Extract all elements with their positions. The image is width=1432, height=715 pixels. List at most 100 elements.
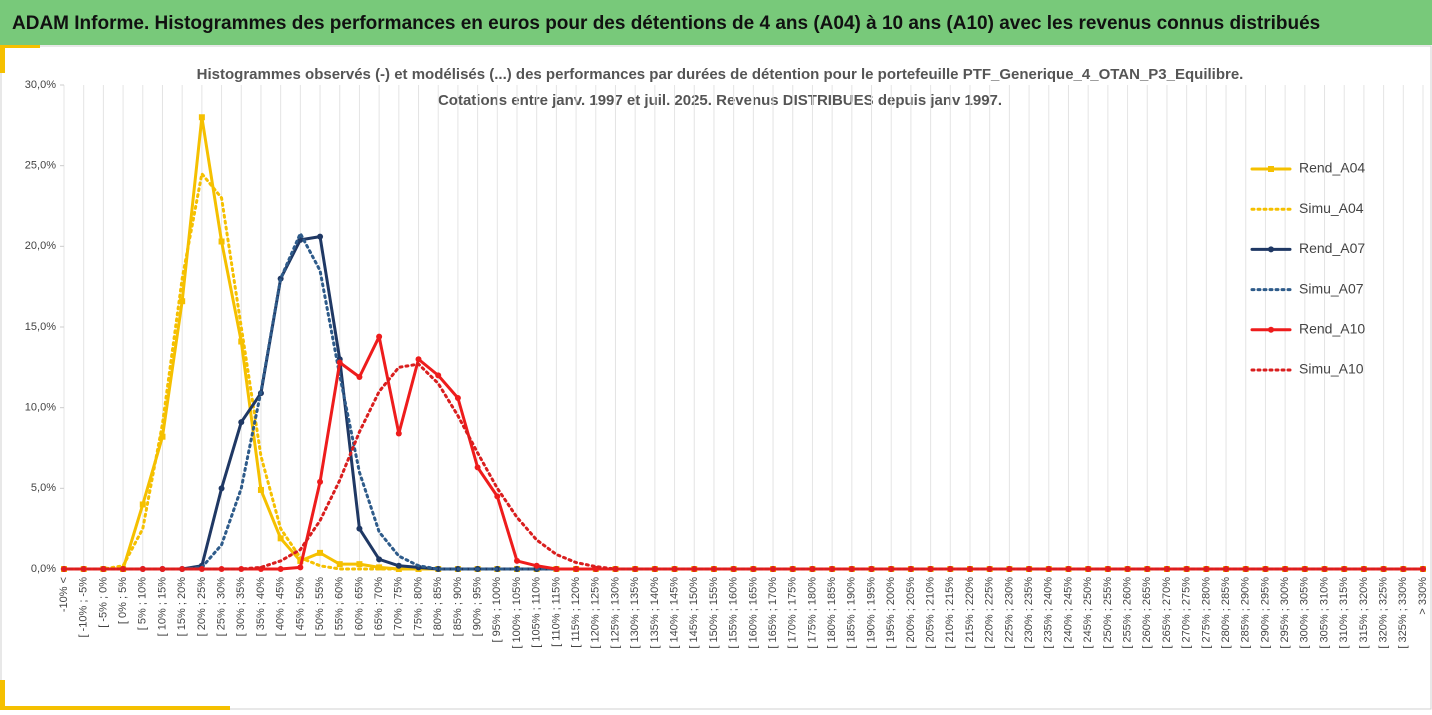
marker [730, 566, 737, 572]
chart-frame [0, 45, 1432, 710]
marker [1223, 566, 1230, 572]
marker [356, 374, 363, 381]
x-tick-label: [ 150% ; 155% [708, 577, 720, 649]
x-tick-label: [ 220% ; 225% [984, 577, 996, 649]
marker [356, 561, 363, 568]
chart-title: Histogrammes observés (-) et modélisés (… [197, 66, 1244, 83]
marker [336, 561, 343, 568]
x-tick-label: [ 85% ; 90% [452, 577, 464, 637]
x-tick-label: [ 265% ; 270% [1161, 577, 1173, 649]
x-tick-label: [ 240% ; 245% [1062, 577, 1074, 649]
marker [238, 419, 245, 426]
marker [435, 372, 442, 379]
x-tick-label: [ 115% ; 120% [570, 577, 582, 648]
x-tick-label: [ 35% ; 40% [255, 577, 267, 637]
x-tick-label: [ -10% ; -5% [78, 577, 90, 638]
x-tick-label: [ 285% ; 290% [1240, 577, 1252, 649]
marker [277, 535, 284, 542]
x-tick-label: [ 295% ; 300% [1279, 577, 1291, 649]
x-tick-label: [ 260% ; 265% [1141, 577, 1153, 649]
x-tick-label: [ 30% ; 35% [235, 577, 247, 637]
x-tick-label: [ 10% ; 15% [156, 577, 168, 637]
x-tick-label: [ 15% ; 20% [176, 577, 188, 637]
x-tick-label: [ 0% ; 5% [117, 577, 129, 624]
marker [317, 549, 324, 556]
y-tick-label: 5,0% [31, 482, 56, 494]
x-tick-label: [ 230% ; 235% [1023, 577, 1035, 649]
y-tick-label: 0,0% [31, 563, 56, 575]
marker [218, 485, 225, 492]
marker [376, 556, 383, 563]
marker [376, 564, 383, 571]
legend-label: Simu_A04 [1299, 200, 1364, 216]
header-bar [0, 0, 1432, 45]
marker [395, 430, 402, 437]
x-tick-label: [ 25% ; 30% [215, 577, 227, 637]
x-tick-label: [ 90% ; 95% [472, 577, 484, 637]
x-tick-label: [ 105% ; 110% [531, 577, 543, 648]
marker [159, 433, 166, 440]
marker [179, 298, 186, 305]
x-tick-label: [ 190% ; 195% [865, 577, 877, 649]
marker [1360, 566, 1367, 572]
x-tick-label: [ 145% ; 150% [688, 577, 700, 649]
series-line [62, 231, 1425, 571]
x-tick-label: [ 120% ; 125% [590, 577, 602, 649]
x-tick-label: [ 110% ; 115% [550, 577, 562, 647]
marker [395, 562, 402, 569]
x-tick-label: [ 310% ; 315% [1338, 577, 1350, 649]
x-tick-label: [ 165% ; 170% [767, 577, 779, 649]
marker [514, 557, 520, 564]
x-tick-label: [ 210% ; 215% [944, 577, 956, 649]
marker [533, 562, 540, 569]
x-tick-label: [ 75% ; 80% [412, 577, 424, 637]
marker [198, 114, 205, 121]
marker [297, 564, 304, 571]
marker [494, 493, 501, 500]
x-tick-label: [ 155% ; 160% [728, 577, 740, 649]
x-tick-label: [ 50% ; 55% [314, 577, 326, 637]
x-tick-label: [ 205% ; 210% [925, 577, 937, 649]
x-tick-label: [ 55% ; 60% [334, 577, 346, 637]
legend-label: Rend_A07 [1299, 240, 1365, 256]
x-tick-label: [ 275% ; 280% [1200, 577, 1212, 649]
accent [0, 45, 5, 73]
series-line [62, 235, 1425, 571]
x-tick-label: [ 185% ; 190% [846, 577, 858, 649]
x-tick-label: [ 65% ; 70% [373, 577, 385, 637]
x-tick-label: [ 325% ; 330% [1397, 577, 1409, 649]
x-tick-label: [ 280% ; 285% [1220, 577, 1232, 649]
x-tick-label: [ 320% ; 325% [1378, 577, 1390, 649]
x-tick-label: [ 305% ; 310% [1318, 577, 1330, 649]
x-tick-label: [ 250% ; 255% [1102, 577, 1114, 649]
marker [1085, 566, 1092, 572]
legend-label: Simu_A10 [1299, 361, 1364, 377]
marker [809, 566, 816, 572]
marker [317, 233, 324, 240]
marker [573, 566, 580, 572]
marker [277, 566, 284, 572]
marker [395, 566, 402, 572]
x-tick-label: [ 60% ; 65% [353, 577, 365, 637]
x-tick-label: [ 95% ; 100% [491, 577, 503, 643]
x-tick-label: [ 5% ; 10% [137, 577, 149, 630]
marker [336, 359, 343, 366]
marker [868, 566, 875, 572]
x-tick-label: [ 290% ; 295% [1259, 577, 1271, 649]
x-tick-label: -10% < [58, 577, 70, 612]
x-tick-label: [ 100% ; 105% [511, 577, 523, 649]
accent [0, 706, 230, 710]
marker [454, 394, 461, 401]
marker [139, 501, 146, 508]
x-tick-label: [ 200% ; 205% [905, 577, 917, 649]
legend [1238, 140, 1422, 390]
series-line [62, 362, 1425, 571]
legend-label: Rend_A04 [1299, 160, 1365, 176]
marker [376, 333, 383, 340]
x-tick-label: [ 45% ; 50% [294, 577, 306, 637]
series-line [62, 335, 1425, 571]
marker [218, 238, 225, 245]
x-tick-label: [ 40% ; 45% [275, 577, 287, 637]
